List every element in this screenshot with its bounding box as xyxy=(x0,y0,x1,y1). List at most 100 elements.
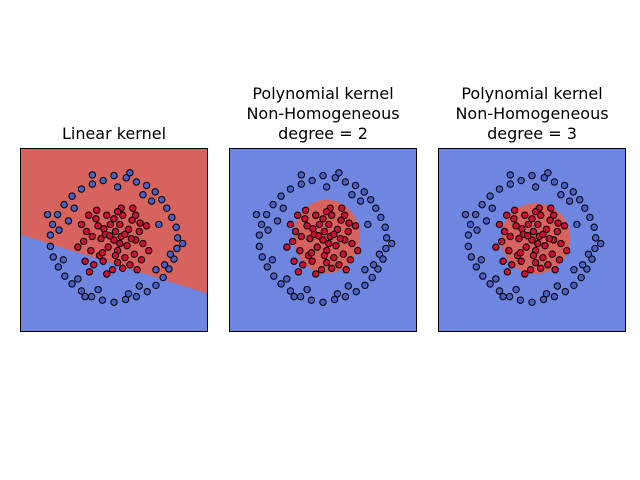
data-point-outer xyxy=(155,220,163,229)
axes-frame xyxy=(438,148,626,332)
data-point-inner xyxy=(322,258,331,267)
data-point-outer xyxy=(43,210,52,219)
data-point-outer xyxy=(461,210,470,219)
data-point-outer xyxy=(178,239,187,248)
data-point-inner xyxy=(145,246,153,255)
data-point-outer xyxy=(341,178,350,186)
data-point-outer xyxy=(152,266,160,274)
data-point-inner xyxy=(297,232,306,241)
data-point-outer xyxy=(377,213,385,222)
data-point-inner xyxy=(88,232,97,241)
data-point-outer xyxy=(333,290,342,298)
data-point-outer xyxy=(159,273,167,282)
data-point-outer xyxy=(360,188,368,196)
data-point-inner xyxy=(77,220,86,229)
data-point-outer xyxy=(48,220,57,229)
data-point-inner xyxy=(499,257,507,265)
data-point-inner xyxy=(126,261,134,269)
data-point-inner xyxy=(545,234,554,243)
data-point-outer xyxy=(168,213,176,222)
data-point-inner xyxy=(319,236,327,244)
data-point-inner xyxy=(296,246,304,255)
data-point-outer xyxy=(296,292,305,301)
data-point-inner xyxy=(79,237,88,246)
data-point-inner xyxy=(516,249,525,257)
data-point-outer xyxy=(482,217,491,225)
data-point-outer xyxy=(68,192,76,200)
data-point-inner xyxy=(113,258,122,267)
data-point-outer xyxy=(577,273,585,282)
data-point-outer xyxy=(263,263,272,271)
data-point-outer xyxy=(152,281,160,289)
data-point-inner xyxy=(502,211,511,219)
data-point-outer xyxy=(382,244,390,253)
data-point-inner xyxy=(515,234,523,243)
data-point-outer xyxy=(322,183,331,191)
data-point-outer xyxy=(297,180,306,188)
data-point-outer xyxy=(124,290,133,298)
data-point-inner xyxy=(111,251,120,260)
data-point-inner xyxy=(299,261,307,269)
data-point-inner xyxy=(547,204,555,212)
data-point-outer xyxy=(560,181,569,190)
data-point-outer xyxy=(172,223,180,231)
data-point-outer xyxy=(477,256,486,264)
data-point-inner xyxy=(523,232,532,240)
data-point-outer xyxy=(303,285,311,294)
data-point-inner xyxy=(293,211,302,219)
data-point-inner xyxy=(294,268,303,276)
data-point-outer xyxy=(382,234,391,242)
data-point-inner xyxy=(121,230,129,239)
data-point-outer xyxy=(132,292,141,301)
data-point-outer xyxy=(268,256,277,264)
data-point-inner xyxy=(325,220,333,229)
data-point-outer xyxy=(264,226,272,234)
data-point-inner xyxy=(320,251,329,260)
data-point-outer xyxy=(60,200,68,209)
data-point-inner xyxy=(98,249,107,257)
data-point-outer xyxy=(569,188,577,196)
data-point-inner xyxy=(339,250,347,258)
data-point-outer xyxy=(113,183,122,191)
data-point-outer xyxy=(330,295,339,304)
data-point-outer xyxy=(94,285,102,294)
data-point-inner xyxy=(82,227,91,236)
data-point-inner xyxy=(290,257,298,265)
data-point-inner xyxy=(548,250,556,258)
data-point-outer xyxy=(578,261,587,269)
data-point-outer xyxy=(583,265,591,273)
data-point-outer xyxy=(375,250,384,258)
data-point-inner xyxy=(301,206,310,214)
data-point-outer xyxy=(368,273,376,282)
data-point-outer xyxy=(297,171,306,179)
data-point-outer xyxy=(283,275,291,283)
data-point-inner xyxy=(127,234,136,243)
data-point-outer xyxy=(121,295,130,304)
data-point-outer xyxy=(279,204,287,212)
data-point-inner xyxy=(330,253,338,262)
data-point-inner xyxy=(118,211,127,219)
data-point-inner xyxy=(536,211,545,219)
data-point-outer xyxy=(374,265,382,273)
panel-title-line: Non-Homogeneous xyxy=(246,104,399,123)
data-point-inner xyxy=(313,243,321,251)
data-point-outer xyxy=(573,220,581,229)
data-point-inner xyxy=(136,219,144,227)
data-point-outer xyxy=(252,210,261,219)
data-point-inner xyxy=(563,246,571,255)
data-point-outer xyxy=(464,231,473,239)
data-point-outer xyxy=(61,272,69,280)
data-point-outer xyxy=(98,296,107,304)
data-point-outer xyxy=(49,253,57,261)
data-point-outer xyxy=(54,263,63,271)
data-point-outer xyxy=(258,253,266,261)
data-point-inner xyxy=(103,270,111,278)
data-point-outer xyxy=(467,253,475,261)
data-point-outer xyxy=(81,292,89,301)
data-point-inner xyxy=(312,211,320,219)
data-point-inner xyxy=(534,220,542,229)
data-point-outer xyxy=(255,231,264,239)
data-point-outer xyxy=(331,174,339,182)
data-point-outer xyxy=(588,255,596,263)
